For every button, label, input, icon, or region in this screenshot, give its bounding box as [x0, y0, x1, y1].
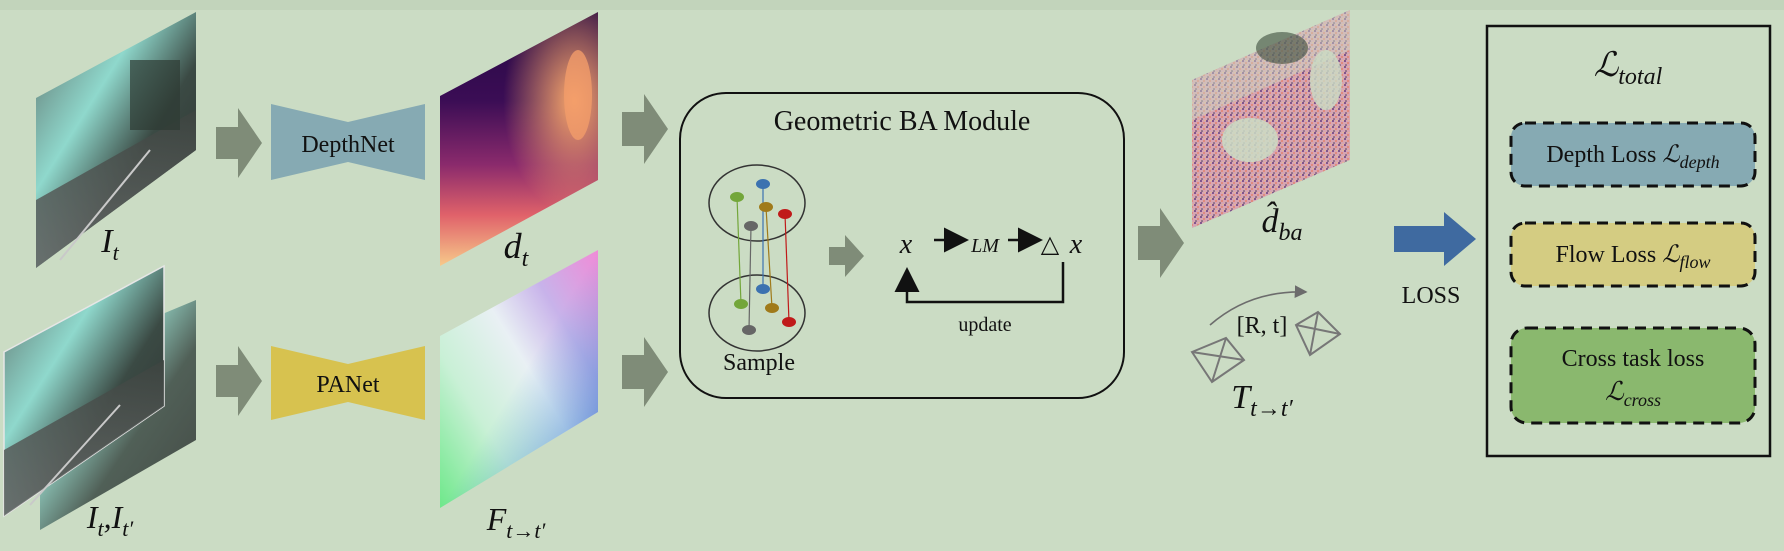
depth-map-image	[440, 12, 598, 266]
ba-depth-point-cloud	[1192, 10, 1350, 228]
flow-map-label: Ft→t′	[486, 501, 547, 543]
loss-arrow	[1394, 212, 1476, 266]
x-updated-symbol: x	[1069, 229, 1083, 260]
panet-label: PANet	[316, 372, 379, 398]
ba-depth-label: d̂ba	[1262, 201, 1303, 246]
x-symbol: x	[899, 229, 913, 260]
loss-arrow-label: LOSS	[1402, 283, 1461, 309]
cross-loss-line1: Cross task loss	[1562, 346, 1705, 372]
depth-loss-label: Depth Loss ℒdepth	[1546, 142, 1719, 172]
sample-label: Sample	[723, 350, 795, 376]
transform-label: Tt→t′	[1231, 379, 1293, 422]
flow-loss-label: Flow Loss ℒflow	[1556, 242, 1711, 272]
arrow-ba-to-output	[1138, 208, 1184, 278]
flow-map-image	[440, 250, 598, 508]
input-pair-label: It,It′	[86, 499, 135, 541]
ba-module-box	[679, 92, 1125, 399]
arrow-sample-to-lm	[829, 235, 864, 277]
arrow-flow-to-ba	[622, 337, 668, 407]
cross-loss-symbol: ℒcross	[1605, 377, 1661, 410]
depthnet-label: DepthNet	[301, 132, 395, 158]
update-loop-arrow	[894, 262, 1065, 304]
arrow-to-depthnet	[216, 108, 262, 178]
depth-map-label: dt	[504, 226, 530, 272]
ba-module-title: Geometric BA Module	[774, 106, 1031, 137]
pose-arc-arrow	[1209, 285, 1308, 326]
update-label: update	[958, 314, 1011, 336]
arrow-to-panet	[216, 346, 262, 416]
top-band	[0, 0, 1784, 10]
lm-label: LM	[970, 235, 1000, 257]
sample-correspondences	[708, 164, 806, 352]
pose-label: [R, t]	[1237, 313, 1288, 339]
flow-loss-box	[1509, 221, 1757, 288]
cross-loss-box	[1509, 326, 1757, 425]
input-frame-image	[36, 12, 196, 268]
arrow-depth-to-ba	[622, 94, 668, 164]
camera-right-icon	[1294, 310, 1342, 357]
input-pair-image	[3, 264, 196, 530]
depth-loss-box	[1509, 121, 1757, 188]
input-frame-label: It	[100, 223, 119, 265]
depthnet-block	[271, 104, 425, 180]
panet-block	[271, 346, 425, 420]
total-loss-label: ℒtotal	[1594, 47, 1663, 90]
camera-left-icon	[1190, 336, 1246, 384]
delta-symbol: △	[1041, 232, 1060, 258]
total-loss-panel	[1485, 24, 1772, 458]
